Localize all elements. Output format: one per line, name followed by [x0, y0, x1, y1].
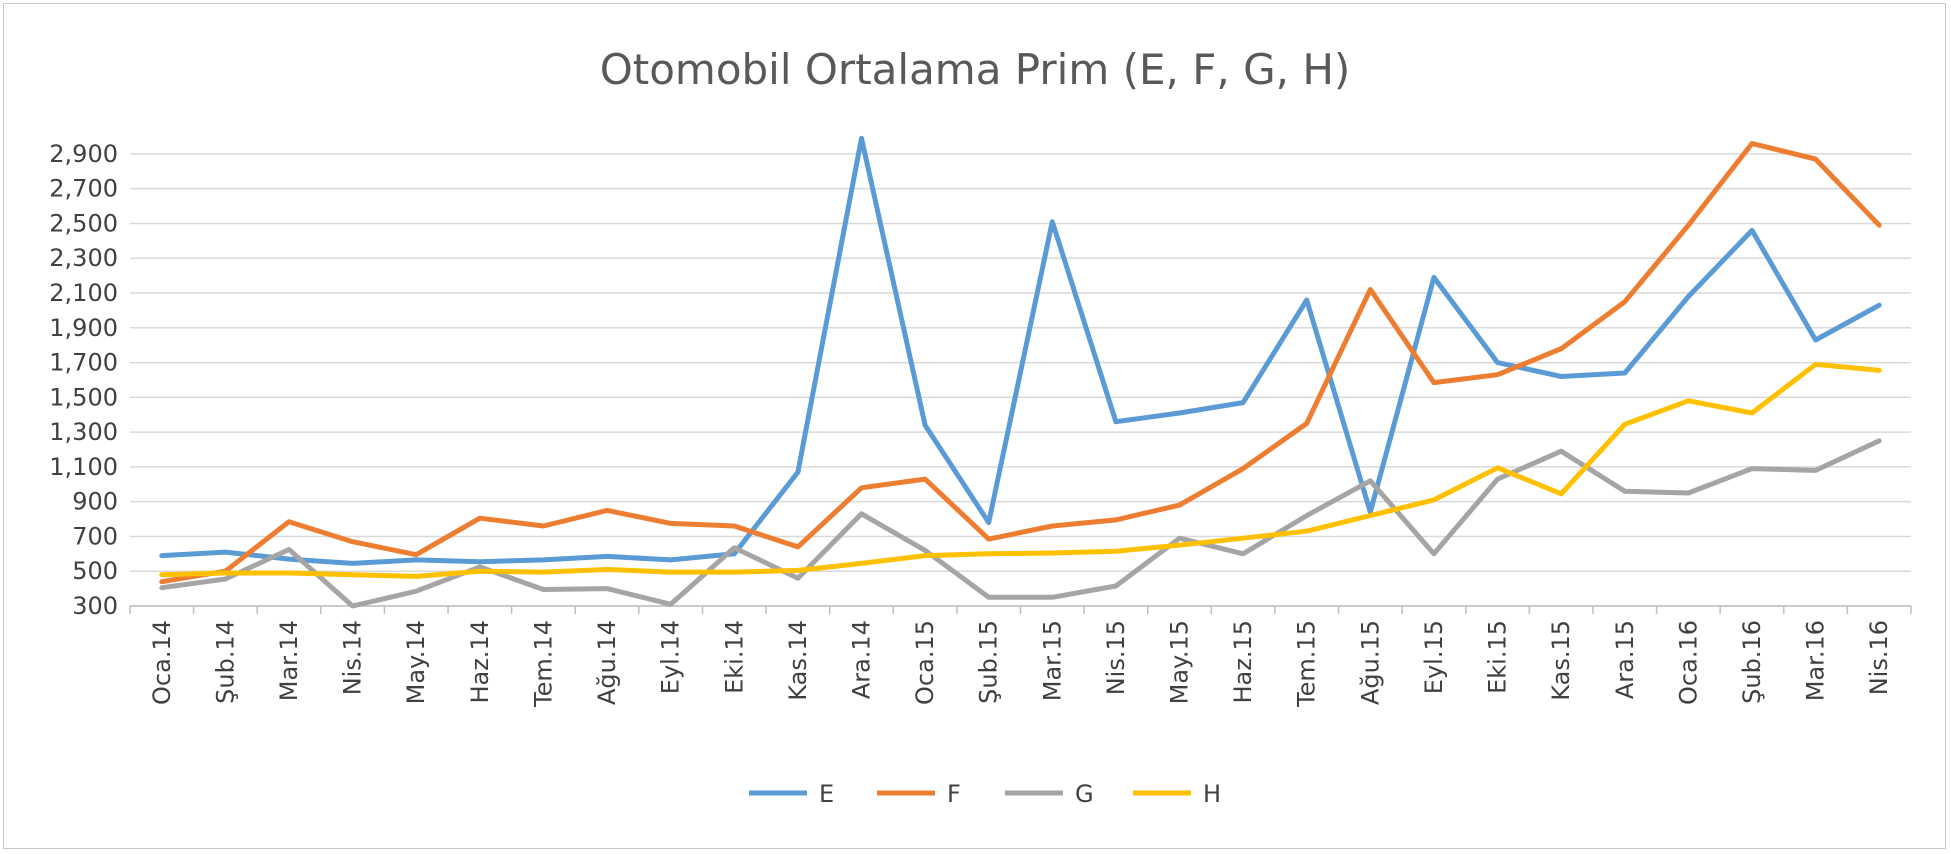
series-lines: [159, 135, 1882, 609]
x-tick-label: Eyl.15: [1420, 620, 1448, 694]
x-tick-label: May.15: [1166, 620, 1194, 704]
x-tick-label: Ara.15: [1611, 620, 1639, 699]
x-axis: Oca.14 Şub.14 Mar.14 Nis.14 May.14 Haz.14 Tem.…: [129, 605, 1912, 708]
y-tick-label: 500: [72, 557, 118, 585]
x-tick-label: Eki.15: [1484, 620, 1512, 694]
y-tick-label: 2,700: [49, 175, 118, 203]
y-tick-label: 2,900: [49, 140, 118, 168]
x-tick-label: Mar.15: [1038, 620, 1066, 701]
x-tick-label: Nis.16: [1865, 620, 1893, 695]
x-tick-label: Eyl.14: [657, 620, 685, 694]
x-tick-label: Kas.14: [784, 620, 812, 701]
y-tick-label: 1,700: [49, 349, 118, 377]
series-line-g: [159, 438, 1882, 609]
legend-label-f: F: [947, 780, 961, 808]
legend-label-e: E: [819, 780, 834, 808]
x-tick-label: Ağu.15: [1356, 620, 1384, 705]
y-tick-label: 1,500: [49, 383, 118, 411]
series-line-h: [159, 361, 1882, 579]
x-tick-label: Oca.16: [1674, 620, 1702, 705]
y-tick-label: 2,300: [49, 244, 118, 272]
x-tick-label: Tem.14: [529, 620, 557, 708]
x-tick-label: Haz.14: [466, 620, 494, 704]
series-line-e: [159, 135, 1882, 566]
y-tick-label: 1,900: [49, 314, 118, 342]
x-tick-label: Ağu.14: [593, 620, 621, 705]
y-tick-label: 1,100: [49, 453, 118, 481]
y-axis: 300 500 700 900 1,100 1,300 1,500 1,700 1,900 2,1…: [49, 140, 118, 620]
x-tick-label: Eki.14: [720, 620, 748, 694]
x-tick-label: Şub.16: [1738, 620, 1766, 704]
x-tick-label: May.14: [402, 620, 430, 704]
series-line-f: [159, 141, 1882, 585]
legend-label-g: G: [1075, 780, 1094, 808]
x-tick-label: Şub.14: [211, 620, 239, 704]
y-tick-label: 700: [72, 522, 118, 550]
x-tick-label: Ara.14: [847, 620, 875, 699]
y-tick-label: 900: [72, 488, 118, 516]
legend-label-h: H: [1203, 780, 1221, 808]
y-tick-label: 2,500: [49, 209, 118, 237]
legend: E F G H: [749, 780, 1221, 808]
x-tick-label: Şub.15: [975, 620, 1003, 704]
x-tick-label: Nis.14: [339, 620, 367, 695]
y-tick-label: 2,100: [49, 279, 118, 307]
chart-title: Otomobil Ortalama Prim (E, F, G, H): [600, 45, 1351, 94]
x-tick-label: Mar.16: [1802, 620, 1830, 701]
y-tick-label: 300: [72, 592, 118, 620]
x-tick-label: Kas.15: [1547, 620, 1575, 701]
x-tick-label: Nis.15: [1102, 620, 1130, 695]
x-tick-label: Mar.14: [275, 620, 303, 701]
x-tick-label: Oca.15: [911, 620, 939, 705]
y-tick-label: 1,300: [49, 418, 118, 446]
x-tick-label: Oca.14: [148, 620, 176, 705]
x-tick-label: Tem.15: [1293, 620, 1321, 708]
x-tick-label: Haz.15: [1229, 620, 1257, 704]
